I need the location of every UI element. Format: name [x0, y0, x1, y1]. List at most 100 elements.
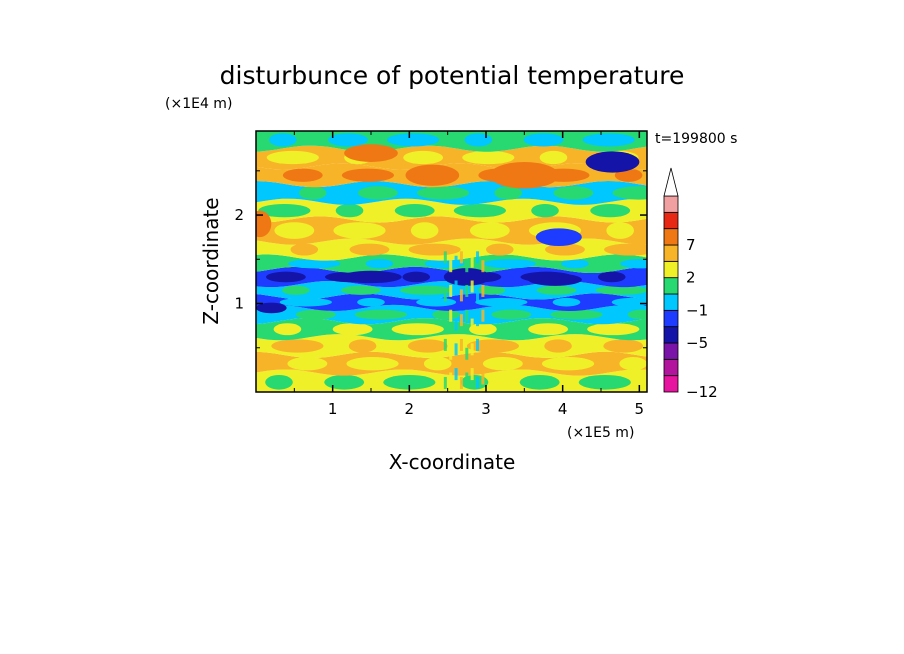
turbulence-cell	[449, 309, 453, 322]
contour-patch	[531, 203, 559, 218]
contour-blob	[405, 164, 460, 186]
contour-patch	[265, 271, 306, 283]
contour-patch	[462, 150, 515, 165]
turbulence-cell	[449, 260, 453, 273]
colorbar-cell	[663, 211, 679, 230]
y-tick-label: 2	[234, 206, 244, 224]
contour-patch	[258, 203, 311, 218]
turbulence-cell	[465, 347, 469, 360]
turbulence-cell	[481, 372, 485, 385]
contour-patch	[407, 339, 448, 353]
contour-patch	[417, 186, 470, 200]
contour-patch	[273, 323, 302, 336]
contour-patch	[590, 203, 631, 218]
x-multiplier-label: (×1E5 m)	[567, 425, 634, 441]
contour-patch	[333, 222, 386, 239]
contour-patch	[486, 243, 514, 256]
contour-patch	[354, 309, 408, 320]
contour-patch	[328, 133, 368, 147]
contour-patch	[290, 243, 319, 256]
contour-patch	[611, 297, 647, 307]
contour-patch	[483, 259, 536, 269]
colorbar-cell	[663, 277, 679, 295]
y-axis-ticks: 12	[234, 170, 647, 349]
contour-patch	[541, 357, 595, 371]
turbulence-cell	[470, 318, 474, 331]
turbulence-cell	[449, 347, 453, 360]
turbulence-cell	[443, 251, 447, 264]
contour-patch	[477, 285, 506, 295]
contour-band	[256, 351, 647, 376]
contour-patch	[341, 168, 394, 182]
contour-patch	[550, 309, 603, 320]
contour-patch	[482, 357, 523, 371]
contour-patch	[466, 339, 519, 353]
turbulence-cell	[459, 251, 463, 264]
contour-patch	[582, 133, 635, 147]
contour-patch	[298, 186, 327, 200]
contour-patch	[423, 357, 452, 371]
colorbar-cell	[663, 195, 679, 213]
x-axis-label: X-coordinate	[389, 450, 516, 474]
colorbar-cell	[663, 326, 679, 344]
turbulence-cell	[476, 289, 480, 302]
contour-blob	[585, 151, 640, 173]
x-tick-label: 4	[558, 400, 568, 418]
contour-patch	[619, 357, 647, 371]
contour-patch	[387, 133, 440, 147]
turbulence-cell	[476, 338, 480, 351]
contour-patch	[536, 285, 577, 295]
turbulence-cell	[481, 347, 485, 360]
turbulence-cell	[454, 368, 458, 381]
turbulence-cell	[465, 309, 469, 322]
turbulence-cell	[449, 284, 453, 297]
colorbar-cell	[663, 228, 679, 246]
contour-patch	[295, 309, 336, 320]
colorbar-label: 2	[686, 269, 696, 287]
contour-patch	[402, 271, 431, 283]
contour-patch	[464, 133, 493, 147]
contour-patch	[539, 150, 568, 165]
contour-patch	[365, 259, 394, 269]
turbulence-cell	[454, 343, 458, 356]
contour-patch	[408, 243, 461, 256]
contour-patch	[606, 222, 634, 239]
contour-patch	[265, 374, 293, 390]
turbulence-cell	[470, 343, 474, 356]
turbulence-cell	[465, 284, 469, 297]
turbulence-cell	[470, 280, 474, 293]
y-tick-label: 1	[234, 295, 244, 313]
turbulence-cell	[459, 289, 463, 302]
contour-patch	[266, 150, 319, 165]
contour-patch	[595, 285, 647, 295]
turbulence-cell	[465, 260, 469, 273]
contour-patch	[394, 203, 435, 218]
turbulence-cell	[470, 368, 474, 381]
contour-patch	[597, 271, 626, 283]
contour-blob	[489, 161, 559, 189]
contour-patch	[282, 285, 310, 295]
plot-frame	[255, 130, 648, 393]
contour-patch	[553, 186, 594, 200]
contour-blob	[535, 228, 582, 247]
turbulence-cell	[459, 376, 463, 389]
contour-patch	[523, 133, 564, 147]
turbulence-cell	[470, 255, 474, 268]
turbulence-cell	[449, 372, 453, 385]
contour-patch	[287, 357, 328, 371]
contour-patch	[341, 285, 381, 295]
turbulence-cell	[481, 309, 485, 322]
colorbar-cell	[663, 293, 679, 311]
contour-patch	[561, 259, 589, 269]
contour-patch	[578, 374, 631, 390]
colorbar-cell	[663, 244, 679, 262]
contour-patch	[528, 323, 569, 336]
turbulence-cell	[443, 289, 447, 302]
contour-patch	[494, 186, 523, 200]
contour-patch	[545, 243, 585, 256]
contour-blob	[256, 302, 287, 314]
contour-patch	[410, 222, 439, 239]
x-tick-label: 5	[635, 400, 645, 418]
colorbar-cell	[663, 309, 679, 328]
contour-patch	[288, 259, 341, 269]
